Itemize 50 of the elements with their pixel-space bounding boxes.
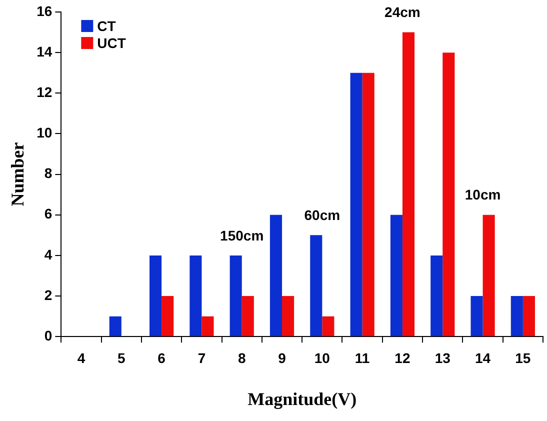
y-tick-label: 2 — [44, 286, 52, 303]
bar — [310, 235, 322, 336]
legend-label: CT — [97, 18, 116, 34]
x-tick-label: 13 — [434, 350, 451, 366]
bar — [390, 214, 402, 336]
x-tick-label: 12 — [394, 350, 410, 366]
bar — [470, 296, 483, 336]
y-tick-label: 12 — [36, 84, 52, 100]
x-tick-label: 8 — [238, 350, 246, 366]
bar — [270, 214, 282, 336]
bar — [362, 72, 374, 336]
x-tick-label: 15 — [515, 350, 531, 366]
bar — [430, 255, 443, 336]
y-tick-label: 14 — [36, 43, 52, 60]
x-axis-title: Magnitude(V) — [248, 388, 357, 409]
bar — [150, 255, 162, 336]
x-tick-label: 14 — [474, 350, 491, 366]
bar — [482, 214, 495, 336]
bar — [230, 255, 242, 336]
bar — [322, 316, 334, 336]
annotation: 24cm — [384, 4, 420, 20]
x-tick-label: 7 — [198, 350, 206, 366]
y-tick-label: 16 — [36, 2, 52, 19]
x-tick-label: 11 — [354, 350, 370, 366]
bar — [510, 296, 523, 336]
bar — [202, 316, 214, 336]
x-tick-label: 4 — [77, 350, 86, 366]
annotation: 150cm — [220, 227, 264, 244]
y-tick-label: 6 — [44, 206, 52, 222]
bar — [109, 316, 122, 336]
y-tick-label: 8 — [44, 165, 52, 182]
annotation: 10cm — [464, 186, 501, 203]
y-tick-label: 4 — [44, 246, 52, 262]
y-tick-label: 0 — [44, 327, 52, 344]
bar — [442, 52, 455, 336]
legend-label: UCT — [97, 34, 126, 51]
bar — [190, 255, 202, 336]
bar — [522, 296, 535, 336]
bar — [282, 296, 294, 336]
bar — [162, 296, 174, 336]
bar — [350, 72, 362, 336]
annotation: 60cm — [304, 207, 340, 224]
bar — [402, 32, 415, 336]
bar — [242, 296, 254, 336]
x-tick-label: 6 — [158, 350, 166, 366]
y-tick-label: 10 — [36, 124, 52, 141]
y-axis-title: Number — [7, 142, 28, 206]
x-tick-label: 9 — [278, 350, 286, 366]
x-tick-label: 10 — [314, 350, 330, 366]
x-tick-label: 5 — [118, 350, 126, 366]
